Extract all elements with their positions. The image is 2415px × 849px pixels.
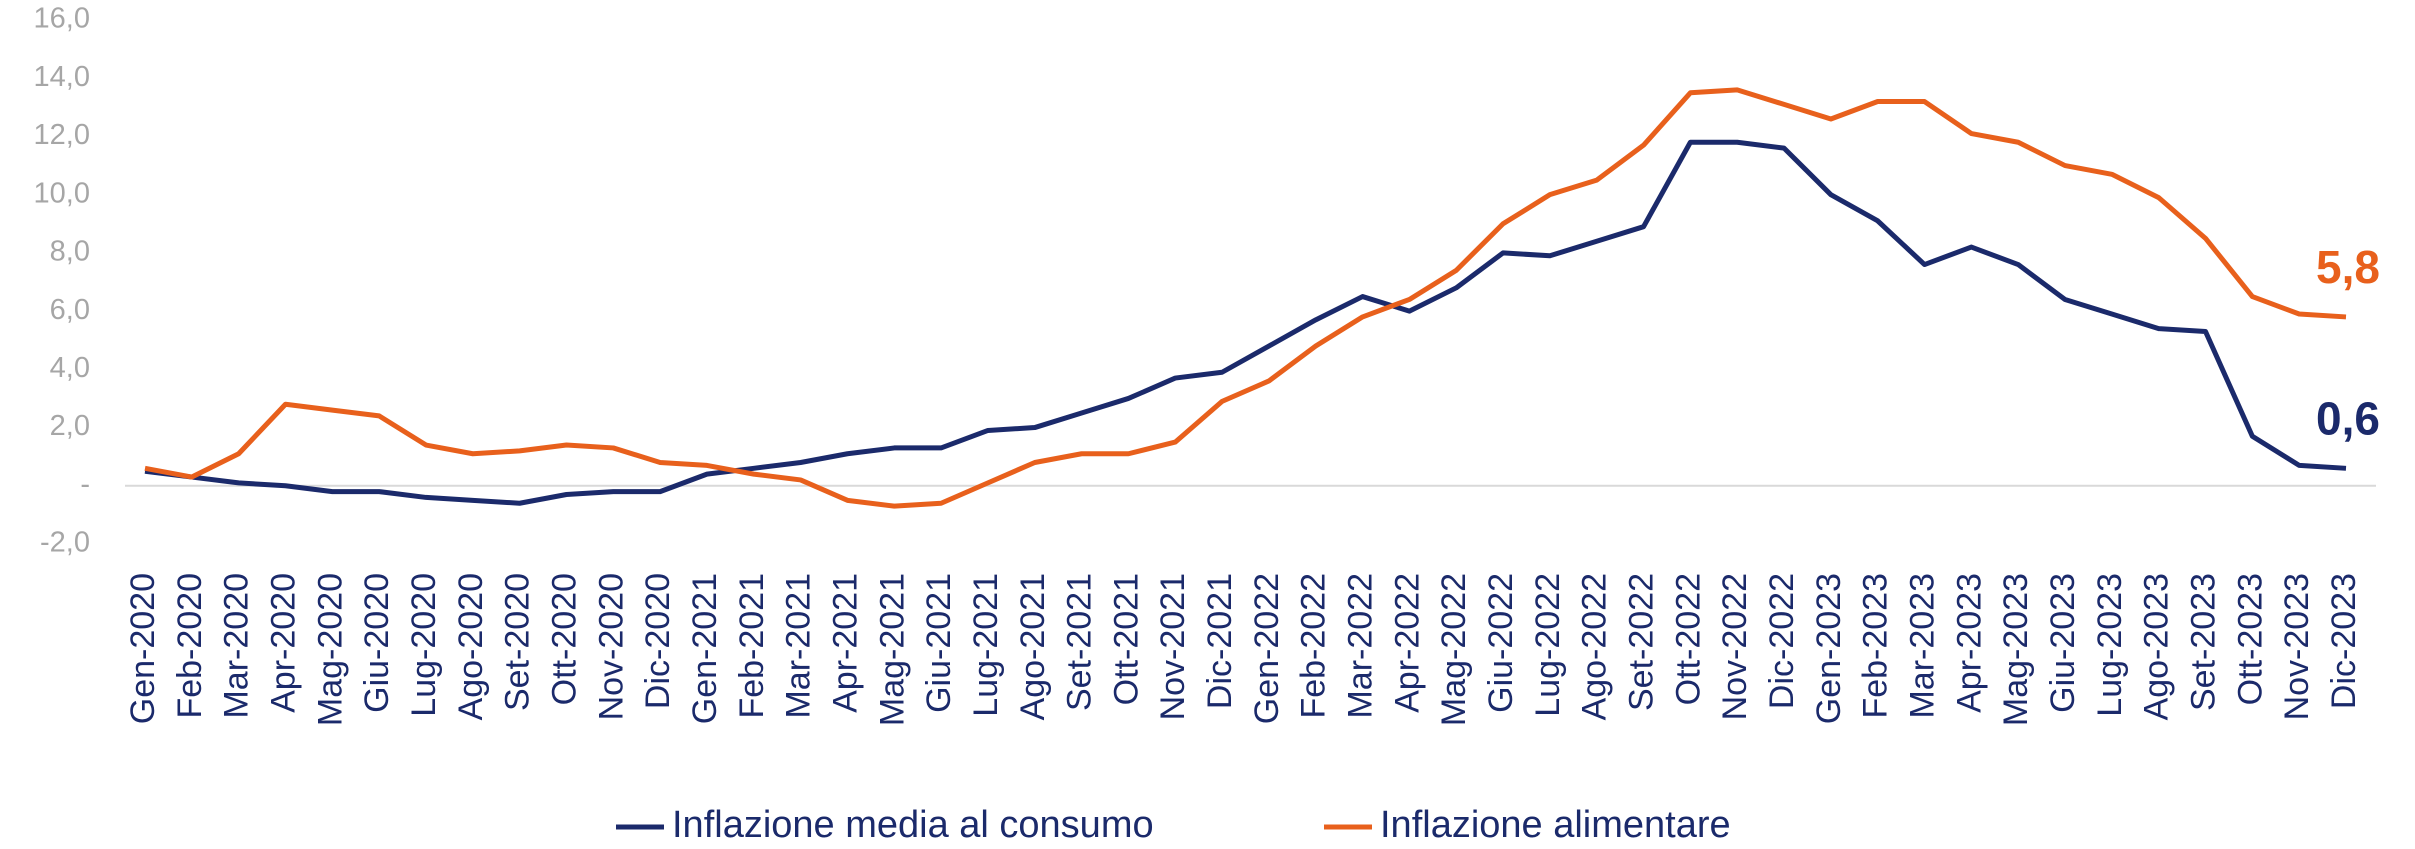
x-tick-label: Mag-2023: [1997, 573, 2035, 726]
x-tick-label: Mar-2023: [1904, 573, 1942, 719]
x-tick-label: Apr-2023: [1950, 573, 1988, 713]
x-tick-label: Ago-2022: [1576, 573, 1614, 720]
x-tick-label: Ott-2020: [545, 573, 583, 705]
x-tick-label: Dic-2020: [639, 573, 677, 709]
x-tick-label: Mar-2020: [218, 573, 256, 719]
x-tick-label: Set-2022: [1623, 573, 1661, 711]
x-tick-label: Lug-2023: [2091, 573, 2129, 717]
x-tick-label: Lug-2020: [405, 573, 443, 717]
x-tick-label: Dic-2023: [2325, 573, 2363, 709]
y-tick-label: 10,0: [34, 177, 90, 209]
series-line: [144, 139, 2347, 506]
y-tick-label: 14,0: [34, 61, 90, 93]
x-tick-label: Giu-2021: [920, 573, 958, 713]
x-tick-label: Set-2021: [1061, 573, 1099, 711]
x-tick-label: Ago-2021: [1014, 573, 1052, 720]
legend-label: Inflazione media al consumo: [672, 804, 1154, 846]
x-tick-label: Lug-2022: [1529, 573, 1567, 717]
x-tick-label: Feb-2023: [1857, 573, 1895, 719]
x-tick-label: Feb-2022: [1295, 573, 1333, 719]
x-tick-label: Giu-2022: [1482, 573, 1520, 713]
x-tick-label: Mar-2021: [780, 573, 818, 719]
x-tick-label: Giu-2020: [358, 573, 396, 713]
x-tick-label: Ott-2023: [2231, 573, 2269, 705]
x-tick-label: Feb-2021: [733, 573, 771, 719]
y-tick-label: 12,0: [34, 119, 90, 151]
x-tick-label: Ott-2021: [1107, 573, 1145, 705]
x-tick-label: Mag-2022: [1435, 573, 1473, 726]
y-tick-label: -2,0: [40, 527, 90, 559]
y-tick-label: 4,0: [50, 352, 90, 384]
x-tick-label: Nov-2020: [592, 573, 630, 720]
x-tick-label: Apr-2021: [826, 573, 864, 713]
x-tick-label: Nov-2022: [1716, 573, 1754, 720]
x-tick-label: Nov-2021: [1154, 573, 1192, 720]
x-tick-label: Gen-2022: [1248, 573, 1286, 724]
x-tick-label: Apr-2022: [1388, 573, 1426, 713]
x-tick-label: Gen-2021: [686, 573, 724, 724]
y-tick-label: 2,0: [50, 410, 90, 442]
legend-label: Inflazione alimentare: [1380, 804, 1731, 846]
x-tick-label: Gen-2020: [124, 573, 162, 724]
x-tick-label: Apr-2020: [264, 573, 302, 713]
value-label: 5,8: [2316, 241, 2380, 293]
x-tick-label: Lug-2021: [967, 573, 1005, 717]
x-tick-label: Gen-2023: [1810, 573, 1848, 724]
y-tick-label: 8,0: [50, 236, 90, 268]
y-tick-label: 16,0: [34, 3, 90, 35]
y-tick-label: 6,0: [50, 294, 90, 326]
x-tick-label: Feb-2020: [171, 573, 209, 719]
x-tick-label: Ago-2023: [2138, 573, 2176, 720]
x-tick-label: Ago-2020: [452, 573, 490, 720]
x-tick-label: Nov-2023: [2278, 573, 2316, 720]
x-tick-label: Ott-2022: [1669, 573, 1707, 705]
x-tick-label: Dic-2021: [1201, 573, 1239, 709]
value-label: 0,6: [2316, 392, 2380, 444]
x-tick-label: Dic-2022: [1763, 573, 1801, 709]
series-line: [144, 87, 2347, 509]
x-tick-label: Set-2020: [499, 573, 537, 711]
x-tick-label: Giu-2023: [2044, 573, 2082, 713]
x-tick-label: Mag-2021: [873, 573, 911, 726]
x-tick-label: Set-2023: [2184, 573, 2222, 711]
y-tick-label: -: [80, 468, 90, 500]
x-tick-label: Mag-2020: [311, 573, 349, 726]
x-tick-label: Mar-2022: [1342, 573, 1380, 719]
